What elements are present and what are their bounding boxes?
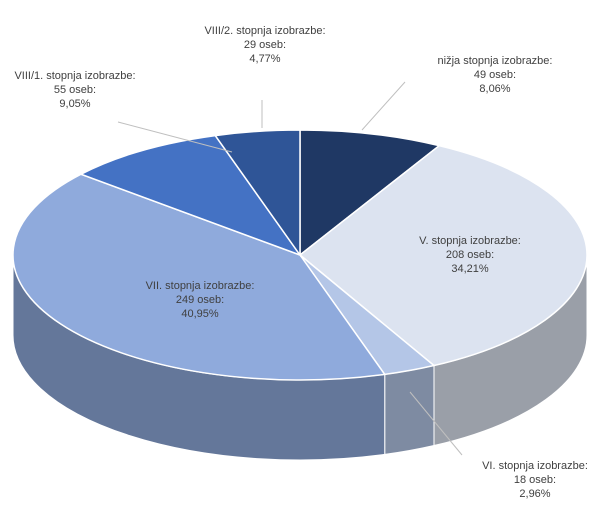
label-line: 49 oseb:: [473, 69, 517, 81]
slice-label: VII. stopnja izobrazbe: 249 oseb: 40,95%: [125, 279, 275, 321]
label-line: nižja stopnja izobrazbe:: [437, 55, 553, 67]
leader-line: [117, 121, 233, 153]
pie-slice: [299, 129, 441, 257]
slice-label: VIII/1. stopnja izobrazbe: 55 oseb: 9,05%: [0, 69, 150, 111]
label-line: 40,95%: [181, 308, 219, 320]
pie-slice: [298, 144, 588, 367]
label-line: VIII/2. stopnja izobrazbe:: [204, 25, 326, 37]
pie-side: [384, 364, 435, 455]
label-line: VIII/1. stopnja izobrazbe:: [14, 70, 136, 82]
pie-slice: [79, 134, 303, 257]
pie-slice: [12, 173, 387, 381]
leader-line: [409, 391, 463, 456]
label-line: 208 oseb:: [445, 249, 495, 261]
label-line: VI. stopnja izobrazbe:: [482, 460, 588, 472]
label-line: 2,96%: [519, 488, 551, 500]
label-line: 249 oseb:: [175, 294, 225, 306]
leader-line: [361, 81, 406, 131]
slice-label: V. stopnja izobrazbe: 208 oseb: 34,21%: [395, 234, 545, 276]
label-line: 55 oseb:: [53, 84, 97, 96]
label-line: VII. stopnja izobrazbe:: [145, 280, 255, 292]
label-line: 9,05%: [59, 98, 91, 110]
pie-slice: [213, 129, 301, 258]
slice-label: VI. stopnja izobrazbe: 18 oseb: 2,96%: [460, 459, 610, 501]
label-line: 4,77%: [249, 53, 281, 65]
slice-label: nižja stopnja izobrazbe: 49 oseb: 8,06%: [420, 54, 570, 96]
label-line: V. stopnja izobrazbe:: [419, 235, 521, 247]
label-line: 18 oseb:: [513, 474, 557, 486]
label-line: 29 oseb:: [243, 39, 287, 51]
label-line: 8,06%: [479, 83, 511, 95]
slice-label: VIII/2. stopnja izobrazbe: 29 oseb: 4,77%: [190, 24, 340, 66]
label-line: 34,21%: [451, 263, 489, 275]
